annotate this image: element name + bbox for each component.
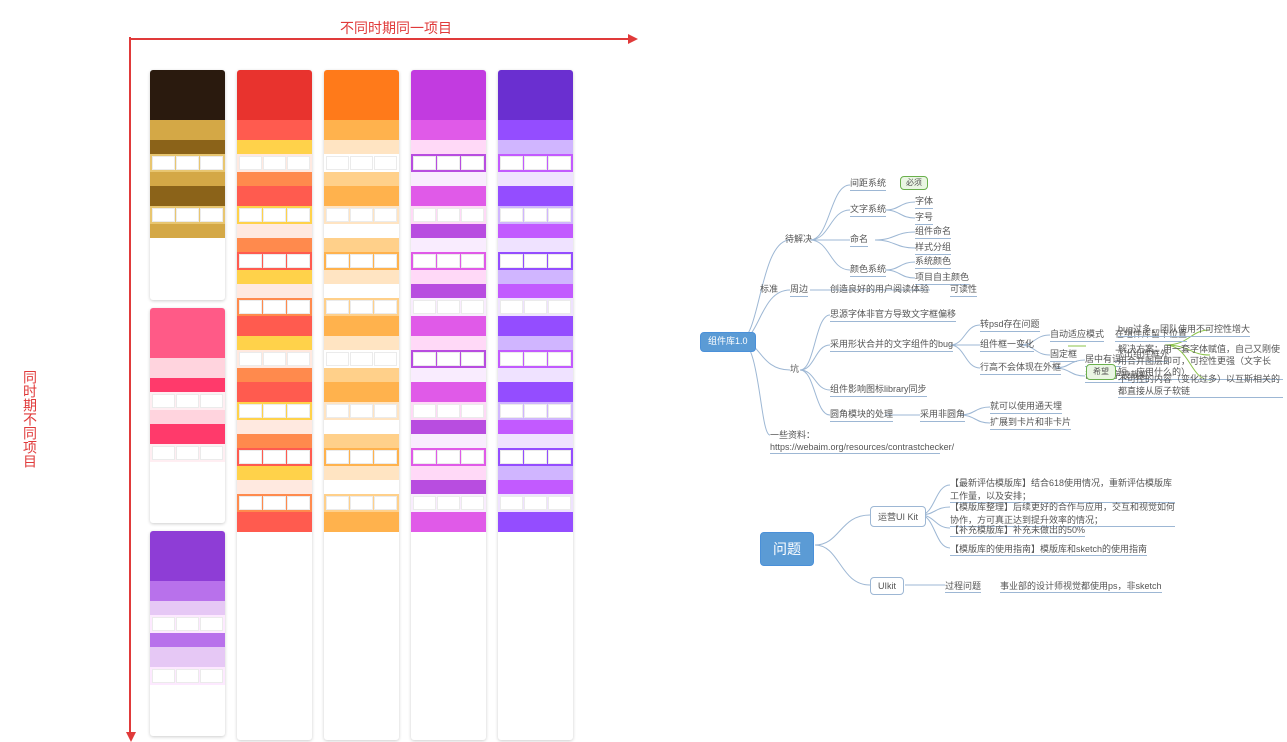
mm1-naming: 命名 (850, 234, 868, 247)
mm1-style-group: 样式分组 (915, 242, 951, 255)
mm1-color-sys: 颜色系统 (850, 264, 886, 277)
mm1-fontsize: 字号 (915, 212, 933, 225)
mm1-lineheight: 行高不会体现在外框 (980, 362, 1061, 375)
mm1-merge-bug: 采用形状合并的文字组件的bug (830, 339, 953, 352)
axis-arrow-horizontal (130, 38, 630, 40)
mm1-c3: 不可控的内容（变化过多）以互斯相关的都直接从原子软链 (1118, 374, 1283, 398)
mobile-screenshot (150, 531, 225, 736)
mm2-uikit: 运营UI Kit (870, 506, 926, 527)
mm1-conclusion: 希望 (1086, 364, 1116, 380)
mm1-tongtian: 就可以使用通天埋 (990, 401, 1062, 414)
mm1-cards: 扩展到卡片和非卡片 (990, 417, 1071, 430)
mobile-screenshot (237, 70, 312, 740)
mm1-sys-color: 系统颜色 (915, 256, 951, 269)
mobile-screenshot (150, 308, 225, 523)
mm2-b2-1: 过程问题 (945, 579, 981, 593)
mm1-radius: 圆角模块的处理 (830, 409, 893, 422)
mm1-text-sys: 文字系统 (850, 204, 886, 217)
mm1-b1-1: 待解决 (785, 234, 812, 246)
mm1-fixed: 固定框 (1050, 349, 1077, 362)
mobile-screenshot (324, 70, 399, 740)
mm1-comp-name: 组件命名 (915, 226, 951, 239)
mm1-font-offset: 思源字体非官方导致文字框偏移 (830, 309, 956, 322)
screenshot-grid (150, 70, 573, 740)
mm2-uikit2: UIkit (870, 577, 904, 595)
mm1-font: 字体 (915, 196, 933, 209)
mm1-spacing: 间距系统 (850, 178, 886, 191)
mm1-auto: 自动适应模式 (1050, 329, 1104, 342)
mm1-proj-color: 项目自主颜色 (915, 272, 969, 285)
mm1-tag: 必须 (900, 176, 928, 190)
mobile-screenshot (411, 70, 486, 740)
mm1-psd: 转psd存在问题 (980, 319, 1040, 332)
mm1-frame-change: 组件框一变化 (980, 339, 1034, 352)
x-axis-label: 不同时期同一项目 (340, 18, 452, 38)
mm1-url: 一些资料：https://webaim.org/resources/contra… (770, 430, 940, 454)
mm2-root: 问题 (760, 532, 814, 566)
mm1-b1-2: 周边 (790, 284, 808, 297)
mm1-read-txt: 创造良好的用户阅读体验 (830, 284, 929, 296)
axis-arrow-vertical-tip (126, 732, 136, 742)
mm1-no-radius: 采用非圆角 (920, 409, 965, 422)
mm2-b1-3: 【补充模版库】补充未做出的50% (950, 523, 1085, 537)
screenshot-column-left (150, 70, 225, 736)
mm2-b1-1: 【最新评估模版库】结合618使用情况，重新评估模版库工作量，以及安排； (950, 476, 1175, 503)
mm1-b1: 标准 (760, 284, 778, 296)
mobile-screenshot (498, 70, 573, 740)
mm1-c1: bug过多，团队使用不可控性增大 (1118, 324, 1250, 337)
mm1-lib-sync: 组件影响图标library同步 (830, 384, 927, 397)
mm2-b1-4: 【模版库的使用指南】模版库和sketch的使用指南 (950, 542, 1147, 556)
mm1-root: 组件库1.0 (700, 332, 756, 352)
y-axis-label: 同时期不同项目 (20, 370, 40, 468)
mm1-b2: 坑 (790, 364, 799, 376)
mm1-readability: 可读性 (950, 284, 977, 297)
mobile-screenshot (150, 70, 225, 300)
mm2-b2-txt: 事业部的设计师视觉都使用ps，非sketch (1000, 579, 1162, 593)
